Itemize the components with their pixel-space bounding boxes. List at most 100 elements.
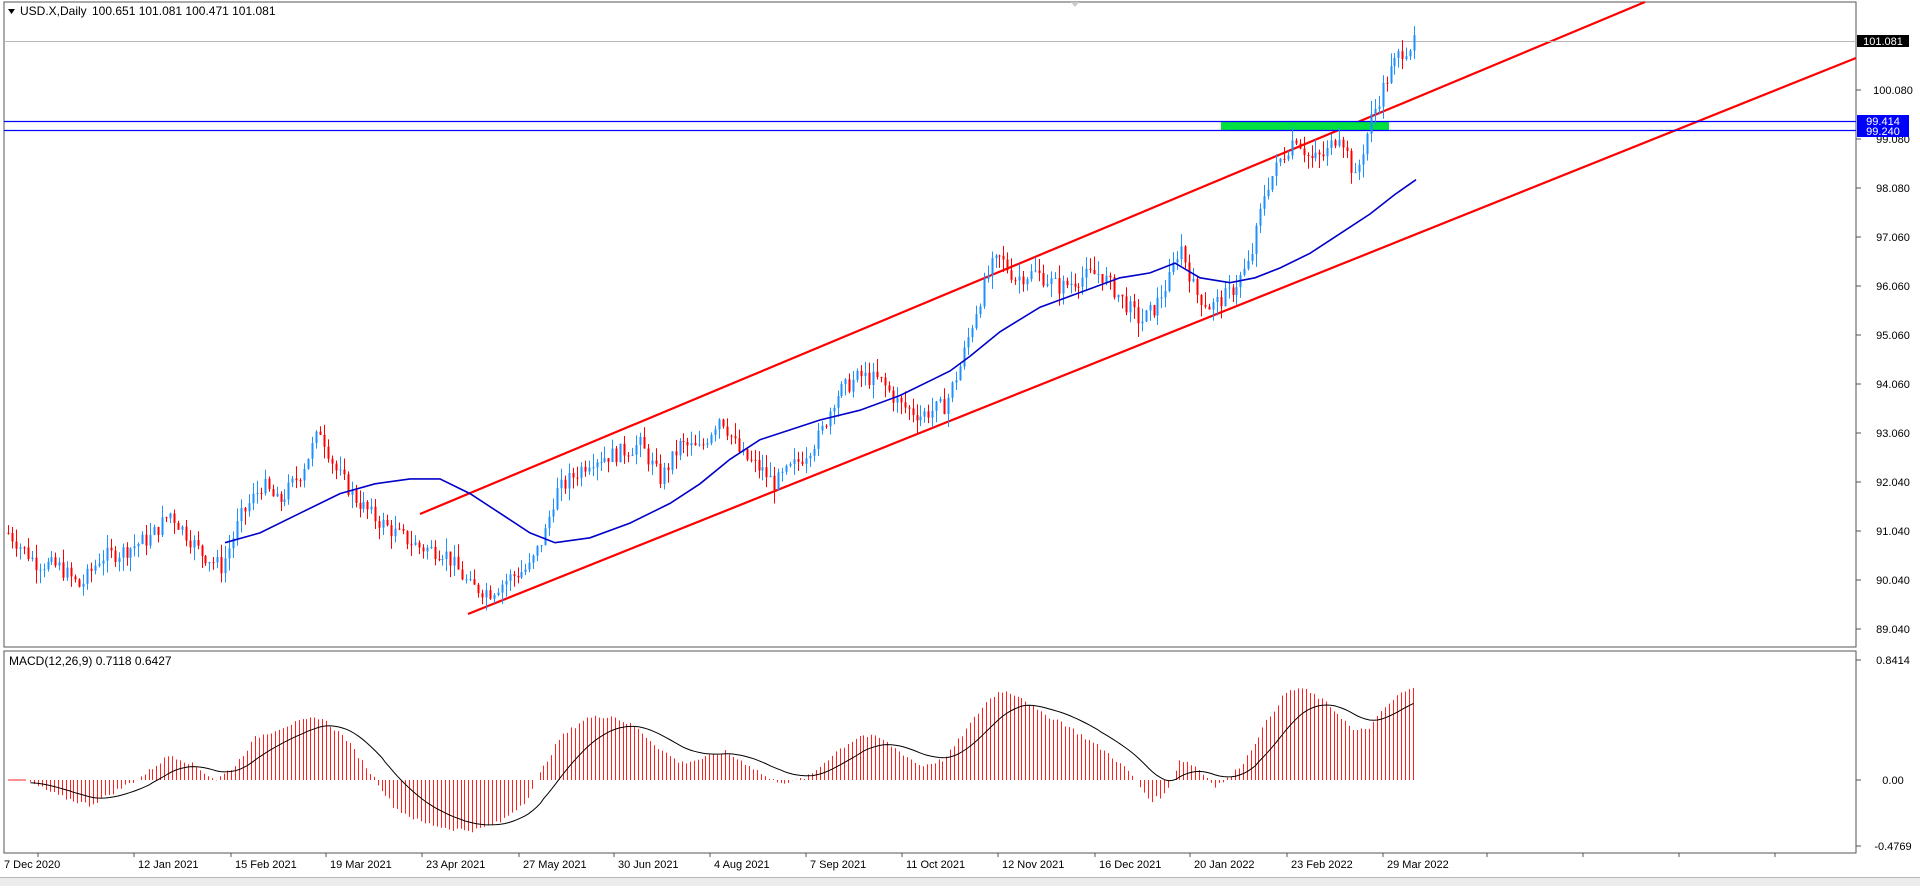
candle-body xyxy=(600,461,603,463)
candle-body xyxy=(58,562,61,566)
candle-body xyxy=(631,454,634,456)
candle-body xyxy=(1026,279,1029,285)
candle-body xyxy=(27,547,30,559)
candle-body xyxy=(1125,296,1128,313)
ma-line xyxy=(224,179,1417,544)
candle-body xyxy=(931,410,934,418)
candle-body xyxy=(35,557,38,571)
candle-body xyxy=(998,255,1001,257)
candle-body xyxy=(991,258,994,276)
candle-body xyxy=(789,463,792,466)
candle-body xyxy=(1002,255,1005,260)
candle-body xyxy=(268,478,271,489)
candle-body xyxy=(698,444,701,446)
candle-body xyxy=(809,455,812,459)
candle-body xyxy=(1279,158,1282,163)
candle-body xyxy=(307,458,310,469)
price-tick-label: 90.040 xyxy=(1876,575,1910,587)
trend-channel[interactable] xyxy=(419,0,1857,616)
candle-body xyxy=(856,370,859,380)
candle-body xyxy=(1085,268,1088,278)
candle-body xyxy=(592,467,595,469)
candle-body xyxy=(19,547,22,549)
candle-body xyxy=(248,503,251,512)
candle-body xyxy=(702,444,705,446)
price-axis: 100.08099.08098.08097.06096.06095.06094.… xyxy=(1856,35,1913,636)
candle-body xyxy=(738,438,741,452)
candle-body xyxy=(137,544,140,547)
candle-body xyxy=(722,419,725,427)
candle-body xyxy=(232,538,235,549)
candle-body xyxy=(584,466,587,472)
candle-body xyxy=(1022,276,1025,285)
candle-body xyxy=(1330,140,1333,148)
candle-body xyxy=(848,379,851,392)
price-tick-label: 91.040 xyxy=(1876,526,1910,538)
candle-body xyxy=(402,528,405,531)
candle-body xyxy=(323,434,326,447)
candle-body xyxy=(1247,260,1250,269)
channel-upper-line[interactable] xyxy=(419,0,1646,516)
candle-body xyxy=(1326,147,1329,157)
candle-body xyxy=(1354,172,1357,174)
candle-body xyxy=(682,440,685,442)
candle-body xyxy=(829,411,832,427)
candle-body xyxy=(746,449,749,460)
candle-body xyxy=(1034,270,1037,272)
candle-body xyxy=(813,448,816,456)
candle-body xyxy=(904,402,907,408)
price-tick-label: 94.060 xyxy=(1876,379,1910,391)
price-tick-label: 95.060 xyxy=(1876,330,1910,342)
chevron-down-icon[interactable] xyxy=(1071,2,1079,7)
candle-body xyxy=(343,469,346,475)
chart-tab-bar[interactable] xyxy=(0,877,1920,886)
candle-body xyxy=(15,541,18,549)
channel-lower-line[interactable] xyxy=(467,56,1857,616)
candle-body xyxy=(418,542,421,548)
candle-body xyxy=(667,467,670,471)
level-lower-tag: 99.240 xyxy=(1866,126,1900,138)
candle-body xyxy=(765,467,768,478)
candle-body xyxy=(473,579,476,585)
candle-body xyxy=(1232,287,1235,295)
candle-body xyxy=(781,471,784,473)
candle-body xyxy=(493,595,496,599)
candle-body xyxy=(276,493,279,497)
candle-body xyxy=(939,399,942,402)
support-zone-highlight[interactable] xyxy=(1221,121,1389,130)
candle-body xyxy=(414,542,417,545)
candle-body xyxy=(694,443,697,446)
candle-body xyxy=(1113,277,1116,298)
candle-body xyxy=(201,545,204,556)
candle-body xyxy=(445,551,448,560)
horizontal-levels[interactable] xyxy=(4,41,1856,132)
candle-body xyxy=(149,534,152,546)
candle-body xyxy=(1176,259,1179,263)
price-pane[interactable]: 100.08099.08098.08097.06096.06095.06094.… xyxy=(3,0,1913,648)
candle-body xyxy=(299,480,302,482)
candle-body xyxy=(426,547,429,552)
candle-body xyxy=(603,458,606,462)
candle-body xyxy=(54,557,57,566)
triangle-down-icon[interactable] xyxy=(8,9,15,14)
candle-body xyxy=(1267,189,1270,197)
candle-body xyxy=(122,547,125,558)
current-price-tag: 101.081 xyxy=(1863,36,1903,48)
time-tick-label: 16 Dec 2021 xyxy=(1099,859,1161,871)
candle-body xyxy=(398,528,401,530)
candle-body xyxy=(639,436,642,446)
candle-body xyxy=(801,461,804,464)
candle-body xyxy=(157,527,160,536)
candle-body xyxy=(1338,139,1341,146)
candle-body xyxy=(576,477,579,479)
candle-body xyxy=(457,556,460,570)
candle-body xyxy=(272,488,275,497)
candle-body xyxy=(1153,305,1156,316)
candle-body xyxy=(864,372,867,377)
macd-pane[interactable]: 0.8414 0.00 -0.4769 MACD(12,26,9) 0.7118 0… xyxy=(3,650,1912,854)
candle-body xyxy=(564,479,567,489)
candle-body xyxy=(572,473,575,478)
candle-body xyxy=(1386,82,1389,84)
